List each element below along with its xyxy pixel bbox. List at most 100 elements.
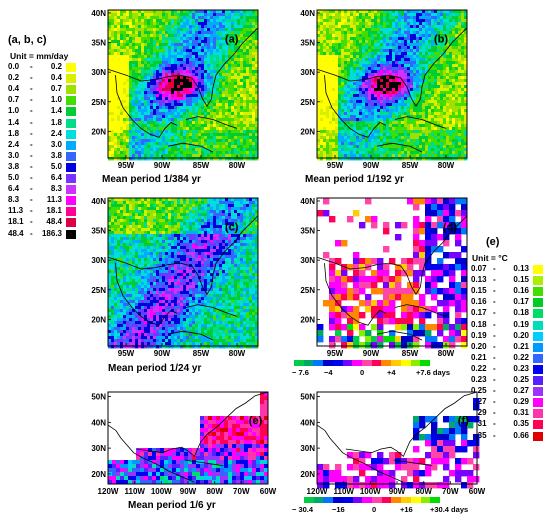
map-field (108, 198, 259, 349)
x-tick-label: 60W (469, 487, 486, 496)
colorbar-segment (371, 360, 382, 366)
legend-item-dash: - (30, 139, 33, 149)
legend-swatch (533, 431, 543, 441)
legend-item-low: 2.4 (8, 139, 20, 149)
axis-ticks: 40N 35N 30N 25N 20N 95W 90W 85W 80W (300, 197, 454, 358)
legend-swatch (66, 207, 76, 217)
legend-item: 1.8- 2.4 (8, 129, 80, 140)
legend-item-low: 0.17 (471, 308, 487, 318)
legend-item: 0.17- 0.18 (471, 308, 547, 319)
legend-swatch (66, 96, 76, 106)
x-tick-label: 70W (442, 487, 459, 496)
legend-swatch (66, 63, 76, 72)
legend-item-high: 0.35 (513, 419, 529, 429)
panel-label: (f) (458, 415, 469, 427)
colorbar-f-ticks: − 30.4 −16 0 +16 +30.4 days (292, 505, 472, 517)
colorbar-tick-label: − 7.6 (292, 368, 309, 377)
panel-label: (a) (225, 34, 239, 46)
legend-item: 2.4- 3.0 (8, 140, 80, 151)
legend-item-dash: - (493, 286, 496, 296)
coastline (316, 27, 468, 153)
x-tick-label: 95W (327, 349, 344, 358)
colorbar-segment (372, 497, 383, 503)
legend-item: 1.4- 1.8 (8, 118, 80, 129)
y-tick-label: 20N (300, 470, 315, 479)
x-tick-label: 80W (415, 487, 432, 496)
legend-item-high: 48.4 (46, 217, 62, 227)
legend-item-dash: - (493, 363, 496, 373)
map-field (108, 392, 269, 485)
legend-item-dash: - (493, 352, 496, 362)
colorbar-segment (304, 497, 315, 503)
map-field (317, 198, 468, 349)
x-tick-label: 80W (229, 161, 246, 170)
legend-item: 0.18- 0.19 (471, 320, 547, 331)
legend-e: 0.07-0.13 0.13-0.15 0.15-0.16 0.16-0.17 0.17… (471, 264, 547, 444)
colorbar-segment (381, 360, 392, 366)
map-field (108, 10, 259, 161)
colorbar-segment (391, 360, 402, 366)
legend-item-dash: - (30, 128, 33, 138)
legend-item-high: 0.20 (513, 330, 529, 340)
legend-swatch (533, 276, 543, 286)
legend-item-dash: - (493, 275, 496, 285)
axis-ticks: 50N 40N 30N 20N 120W 110W 100W 90W 80W 70W 60W (91, 393, 276, 496)
legend-item-high: 0.23 (513, 363, 529, 373)
legend-item-high: 0.2 (50, 62, 62, 71)
legend-item-high: 5.0 (50, 161, 62, 171)
legend-item-low: 0.20 (471, 341, 487, 351)
y-tick-label: 40N (91, 197, 106, 206)
legend-item-low: 0.16 (471, 297, 487, 307)
caption-b: Mean period 1/192 yr (305, 174, 404, 185)
legend-item-dash: - (493, 386, 496, 396)
legend-swatch (66, 229, 76, 239)
colorbar-segment (333, 497, 344, 503)
x-tick-label: 85W (193, 161, 210, 170)
legend-item: 3.0- 3.8 (8, 151, 80, 162)
legend-item-high: 2.4 (50, 128, 62, 138)
x-tick-label: 120W (307, 487, 328, 496)
colorbar-segment (323, 497, 334, 503)
y-tick-label: 50N (91, 393, 106, 402)
legend-swatch (66, 185, 76, 195)
map-frame (316, 197, 468, 347)
legend-item-dash: - (30, 106, 33, 116)
legend-item-low: 0.0 (8, 62, 20, 71)
legend-swatch (66, 107, 76, 117)
legend-item-high: 0.7 (50, 84, 62, 94)
y-tick-label: 20N (91, 315, 106, 324)
legend-swatch (533, 387, 543, 397)
legend-item-high: 0.15 (513, 275, 529, 285)
legend-swatch (533, 376, 543, 385)
legend-item: 0.0 - 0.2 (8, 62, 80, 73)
legend-item-high: 8.3 (50, 184, 62, 194)
y-tick-label: 35N (91, 39, 106, 48)
colorbar-segment (332, 360, 343, 366)
legend-item-dash: - (493, 330, 496, 340)
legend-item-dash: - (493, 341, 496, 351)
legend-item-high: 0.22 (513, 352, 529, 362)
legend-item: 0.7- 1.0 (8, 95, 80, 106)
legend-item: 8.3- 11.3 (8, 195, 80, 206)
colorbar-segment (342, 360, 353, 366)
colorbar-tick-label: 0 (372, 505, 377, 514)
legend-swatch (66, 85, 76, 95)
legend-item: 0.25- 0.27 (471, 386, 547, 397)
legend-swatch (533, 364, 543, 374)
legend-item-high: 3.8 (50, 150, 62, 160)
legend-item-high: 0.31 (513, 408, 529, 418)
map-field (317, 398, 480, 489)
legend-item: 0.20- 0.21 (471, 342, 547, 353)
colorbar-tick-label: −4 (324, 368, 333, 377)
caption-a: Mean period 1/384 yr (102, 174, 201, 185)
colorbar-tick-label: − 30.4 (292, 505, 314, 514)
legend-abc-unit: Unit = mm/day (10, 51, 69, 61)
y-tick-label: 40N (300, 9, 315, 18)
colorbar-segment (303, 360, 314, 366)
legend-swatch (66, 140, 76, 150)
legend-item: 0.21- 0.22 (471, 353, 547, 364)
legend-item: 0.15- 0.16 (471, 286, 547, 297)
colorbar-segment (391, 497, 402, 503)
legend-item-low: 11.3 (8, 206, 24, 216)
legend-item-high: 0.21 (513, 341, 529, 351)
